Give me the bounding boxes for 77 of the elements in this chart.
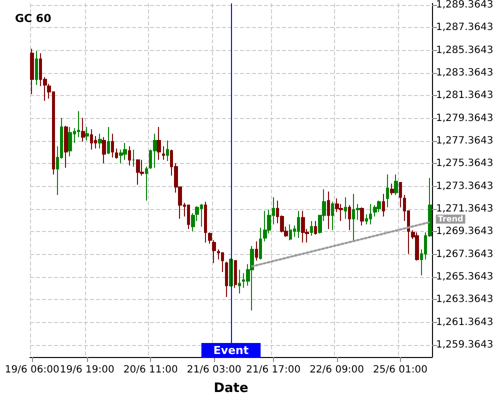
candlestick (81, 117, 85, 142)
candlestick (30, 48, 34, 95)
candlestick (234, 260, 237, 288)
x-tick-label: 21/6 17:00 (246, 364, 301, 376)
candlestick (123, 142, 127, 160)
candlestick (128, 146, 131, 166)
series-label: Trend (438, 214, 464, 224)
candlestick (102, 136, 106, 164)
candlestick (204, 201, 207, 244)
text: GC 60 (15, 12, 52, 25)
candlestick (394, 174, 398, 196)
candlestick (111, 133, 114, 158)
candlestick (221, 252, 224, 273)
candlestick (331, 201, 334, 231)
y-tick-label: 1,261.3643 (436, 316, 494, 328)
candlestick (344, 196, 347, 220)
candlestick (377, 200, 381, 212)
x-tick-label: 20/6 11:00 (123, 364, 178, 376)
candlestick (225, 261, 228, 298)
candlestick (85, 126, 89, 142)
candlestick (153, 133, 157, 168)
candlestick (68, 126, 72, 157)
candlestick (132, 149, 135, 168)
candlestick (386, 174, 389, 208)
y-tick-label: 1,269.3643 (436, 226, 494, 238)
y-tick-label: 1,273.3643 (436, 180, 494, 192)
x-tick-label: 25/6 01:00 (373, 364, 428, 376)
x-tick-label: 19/6 06:00 (4, 364, 60, 376)
candlestick (157, 126, 161, 160)
candlestick (297, 210, 300, 239)
y-tick-label: 1,275.3643 (436, 158, 494, 170)
y-tick-label: 1,289.3643 (436, 0, 494, 10)
candlestick (166, 140, 169, 162)
candlestick (360, 206, 364, 226)
candlestick (90, 128, 93, 150)
annotation: Event (213, 344, 249, 357)
candlestick (390, 183, 394, 196)
candlestick (399, 182, 402, 208)
y-tick-label: 1,281.3643 (436, 90, 494, 102)
candlestick (382, 193, 385, 217)
candlestick (250, 245, 254, 312)
y-tick-label: 1,271.3643 (436, 203, 494, 214)
y-tick-label: 1,283.3643 (436, 67, 494, 78)
y-tick-label: 1,267.3643 (436, 248, 494, 260)
candlestick (35, 50, 38, 86)
y-tick-label: 1,287.3643 (436, 22, 494, 34)
candlestick (107, 126, 110, 155)
candlestick (310, 220, 313, 236)
y-tick-label: 1,265.3643 (436, 271, 494, 282)
x-axis-title: Date (214, 381, 248, 396)
candlestick (373, 204, 377, 217)
x-tick-label: 22/6 09:00 (310, 364, 364, 376)
candlestick (369, 204, 372, 225)
candlestick (348, 204, 351, 231)
y-tick-label: 1,263.3643 (436, 294, 494, 306)
candlestick (327, 191, 330, 230)
candlestick (314, 220, 317, 236)
y-tick-label: 1,277.3643 (436, 135, 494, 146)
candlestick (145, 166, 148, 202)
candlestick (301, 210, 305, 244)
candlestick (115, 148, 118, 160)
candlestick (136, 159, 140, 186)
y-tick-label: 1,259.3643 (436, 339, 494, 350)
candlestick (259, 227, 262, 260)
candlestick (255, 240, 258, 262)
candlestick (263, 210, 267, 242)
candlestick (415, 232, 419, 262)
candlestick (238, 269, 241, 294)
candlestick (187, 204, 190, 230)
y-tick-label: 1,285.3643 (436, 44, 494, 56)
y-tick-label: 1,279.3643 (436, 112, 494, 124)
candlestick (98, 133, 102, 149)
candlestick (162, 146, 165, 160)
x-tick-label: 21/6 03:00 (186, 364, 242, 376)
candlestick (64, 125, 68, 168)
x-tick-label: 19/6 19:00 (60, 364, 114, 376)
candlestick (289, 224, 292, 241)
